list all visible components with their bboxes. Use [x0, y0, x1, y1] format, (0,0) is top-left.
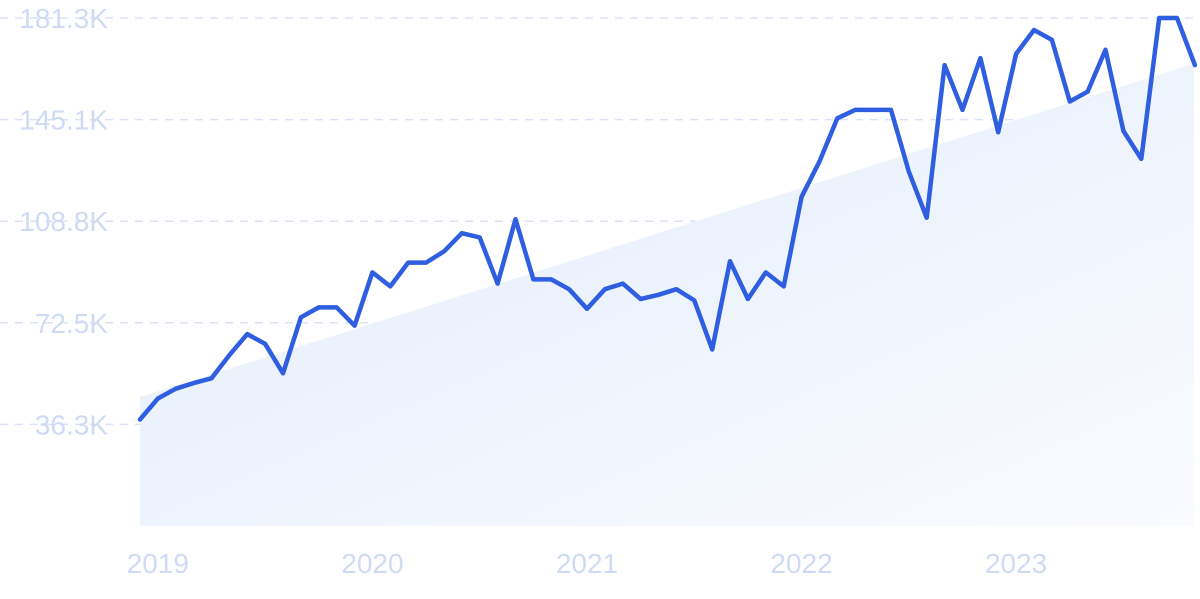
y-axis-ticks: 36.3K 72.5K 108.8K 145.1K 181.3K [19, 3, 108, 440]
y-tick-label: 36.3K [35, 409, 108, 440]
x-tick-label: 2021 [556, 548, 618, 579]
x-tick-label: 2019 [127, 548, 189, 579]
series-line [137, 15, 1198, 422]
y-tick-label: 108.8K [19, 206, 108, 237]
x-tick-label: 2023 [985, 548, 1047, 579]
y-tick-label: 72.5K [35, 308, 108, 339]
y-tick-label: 181.3K [19, 3, 108, 34]
x-tick-label: 2020 [341, 548, 403, 579]
y-tick-label: 145.1K [19, 105, 108, 136]
x-tick-label: 2022 [770, 548, 832, 579]
x-axis-ticks: 2019 2020 2021 2022 2023 [127, 548, 1048, 579]
trend-area [140, 63, 1194, 527]
data-points [139, 17, 1195, 420]
